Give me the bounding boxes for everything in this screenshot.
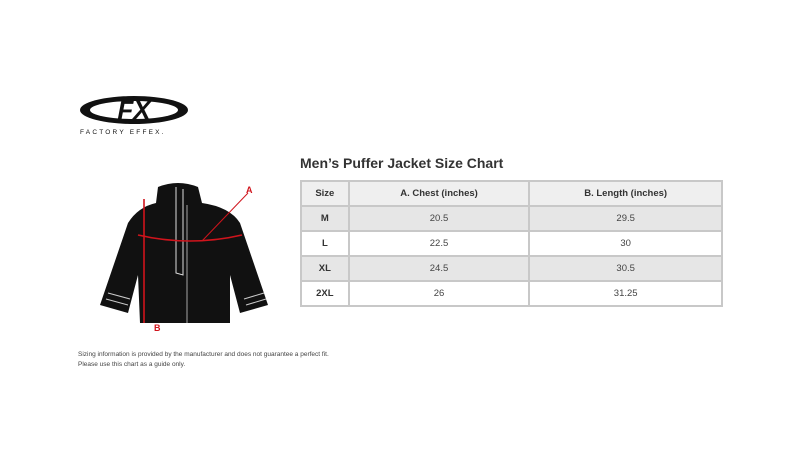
disclaimer-line-2: Please use this chart as a guide only.	[78, 361, 186, 368]
length-cell: 29.5	[528, 205, 723, 232]
chest-cell: 22.5	[347, 230, 531, 257]
table-header-row: Size A. Chest (inches) B. Length (inches…	[300, 180, 723, 207]
length-cell: 30	[528, 230, 723, 257]
length-cell: 31.25	[528, 280, 723, 307]
header-chest: A. Chest (inches)	[347, 180, 531, 207]
header-length: B. Length (inches)	[528, 180, 723, 207]
jacket-diagram: A B	[100, 183, 268, 333]
length-cell: 30.5	[528, 255, 723, 282]
size-cell: M	[300, 205, 350, 232]
page-title: Men’s Puffer Jacket Size Chart	[300, 155, 504, 171]
chest-cell: 24.5	[347, 255, 531, 282]
table-row: XL 24.5 30.5	[300, 255, 723, 282]
factory-effex-logo: FX FACTORY EFFEX.	[80, 95, 188, 136]
table-row: L 22.5 30	[300, 230, 723, 257]
chest-cell: 20.5	[347, 205, 531, 232]
table-row: M 20.5 29.5	[300, 205, 723, 232]
svg-text:FX: FX	[117, 95, 152, 125]
size-cell: XL	[300, 255, 350, 282]
size-cell: L	[300, 230, 350, 257]
table-row: 2XL 26 31.25	[300, 280, 723, 307]
svg-text:FACTORY EFFEX.: FACTORY EFFEX.	[80, 129, 166, 136]
chest-cell: 26	[347, 280, 531, 307]
disclaimer-line-1: Sizing information is provided by the ma…	[78, 351, 329, 358]
size-cell: 2XL	[300, 280, 350, 307]
header-size: Size	[300, 180, 350, 207]
label-b: B	[154, 323, 161, 333]
label-a: A	[246, 185, 253, 195]
size-chart-table: Size A. Chest (inches) B. Length (inches…	[300, 180, 723, 307]
